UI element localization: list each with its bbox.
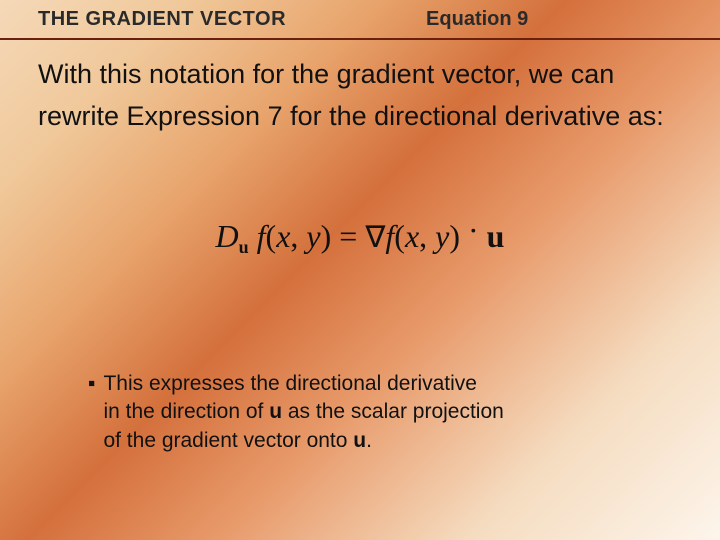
bullet-line3-pre: of the gradient vector onto	[103, 429, 353, 452]
equation-container: Du f(x, y) = ∇f(x, y) · u	[0, 218, 720, 258]
bullet-line2-pre: in the direction of	[103, 400, 269, 423]
bullet-item: ▪ This expresses the directional derivat…	[88, 370, 660, 455]
slide: THE GRADIENT VECTOR Equation 9 With this…	[0, 0, 720, 540]
eq-f: f	[257, 218, 266, 254]
eq-equals: =	[331, 218, 365, 254]
body-text: With this notation for the gradient vect…	[38, 54, 682, 138]
eq-y2: y	[435, 218, 449, 254]
header-divider	[0, 38, 720, 40]
bullet-block: ▪ This expresses the directional derivat…	[88, 370, 660, 455]
eq-comma2: ,	[419, 218, 435, 254]
bullet-u1: u	[269, 400, 282, 423]
bullet-line3-post: .	[366, 429, 372, 452]
nabla-icon: ∇	[365, 221, 385, 254]
equation-label: Equation 9	[426, 8, 528, 31]
bullet-u2: u	[353, 429, 366, 452]
eq-D: D	[216, 218, 239, 254]
eq-f2: f	[385, 218, 394, 254]
eq-x: x	[276, 218, 290, 254]
eq-y: y	[306, 218, 320, 254]
header-title: THE GRADIENT VECTOR	[38, 8, 286, 31]
bullet-line2-post: as the scalar projection	[282, 400, 504, 423]
eq-comma: ,	[290, 218, 306, 254]
bullet-text: This expresses the directional derivativ…	[103, 370, 660, 455]
eq-sub-u: u	[239, 237, 249, 257]
eq-paren-close2: )	[449, 218, 460, 254]
directional-derivative-equation: Du f(x, y) = ∇f(x, y) · u	[216, 218, 505, 254]
eq-dot: ·	[460, 212, 487, 248]
bullet-line1: This expresses the directional derivativ…	[103, 372, 477, 395]
eq-x2: x	[405, 218, 419, 254]
eq-paren-open: (	[266, 218, 277, 254]
slide-header: THE GRADIENT VECTOR Equation 9	[38, 8, 682, 31]
eq-u-bold: u	[487, 218, 505, 254]
eq-paren-close: )	[321, 218, 332, 254]
bullet-marker-icon: ▪	[88, 370, 95, 455]
eq-paren-open2: (	[394, 218, 405, 254]
